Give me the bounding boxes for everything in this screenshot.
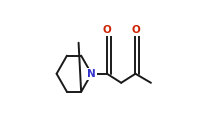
Text: O: O [131,25,140,36]
Text: O: O [103,25,111,36]
Text: N: N [87,69,96,79]
